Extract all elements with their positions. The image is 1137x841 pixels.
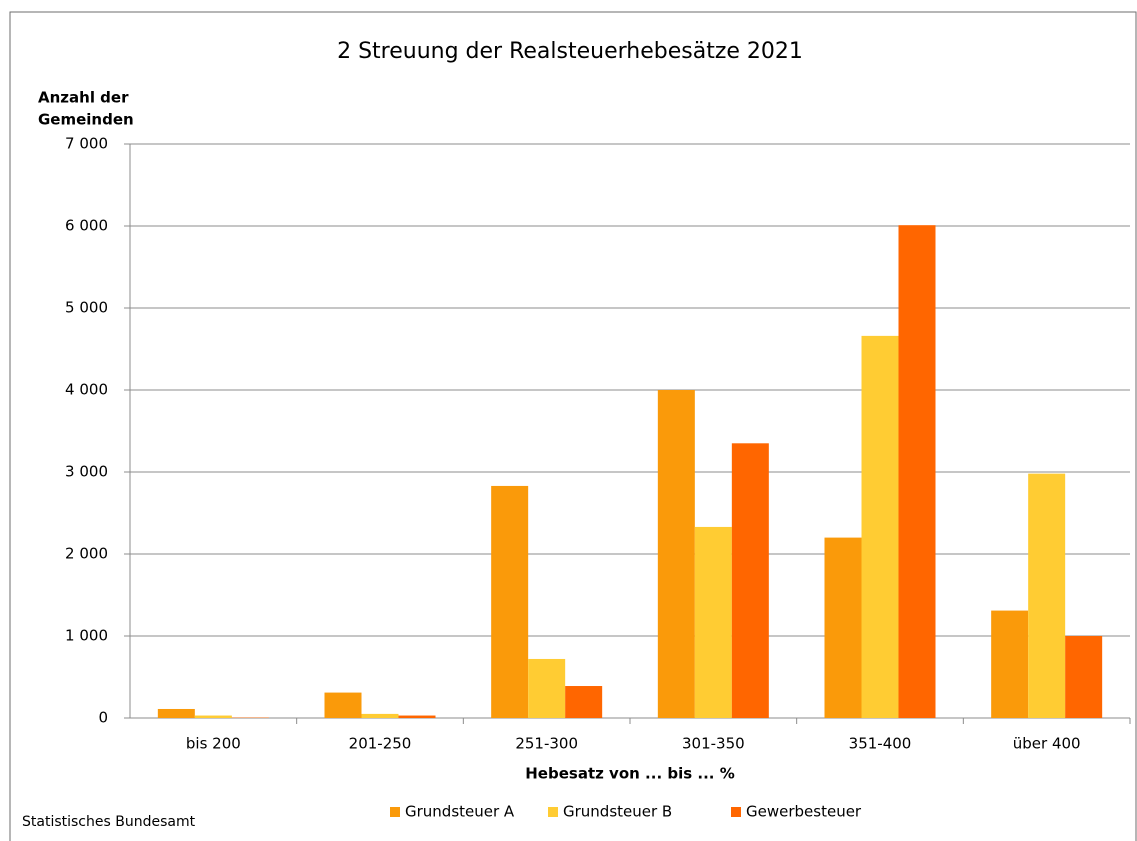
bar: [361, 713, 399, 718]
y-tick-label: 6 000: [65, 217, 108, 235]
y-tick-label: 1 000: [65, 627, 108, 645]
legend-swatch: [548, 807, 558, 817]
y-tick-label: 3 000: [65, 463, 108, 481]
bar: [194, 715, 232, 718]
x-tick-label: über 400: [1013, 735, 1081, 753]
source: Statistisches Bundesamt: [22, 814, 196, 830]
legend-label: Gewerbesteuer: [746, 803, 862, 821]
bar: [324, 692, 362, 718]
y-tick-label: 5 000: [65, 299, 108, 317]
bar: [398, 715, 436, 718]
legend-swatch: [390, 807, 400, 817]
y-tick-label: 7 000: [65, 135, 108, 153]
bar: [657, 390, 695, 718]
bar: [731, 443, 769, 718]
y-tick-label: 4 000: [65, 381, 108, 399]
legend-label: Grundsteuer A: [405, 803, 515, 821]
frame: [9, 11, 1137, 841]
x-tick-label: bis 200: [186, 735, 241, 753]
y-tick-label: 0: [98, 709, 108, 727]
bar: [991, 610, 1029, 718]
bar: [694, 526, 732, 718]
bar: [565, 686, 603, 718]
bar: [528, 658, 566, 718]
bar: [861, 335, 899, 718]
bar: [1065, 636, 1103, 718]
y-tick-label: 2 000: [65, 545, 108, 563]
x-tick-label: 251-300: [515, 735, 578, 753]
legend-label: Grundsteuer B: [563, 803, 672, 821]
bar: [157, 708, 195, 718]
bar: [824, 537, 862, 718]
legend-swatch: [731, 807, 741, 817]
y-axis-label: Anzahl der: [38, 89, 129, 107]
x-tick-label: 201-250: [349, 735, 412, 753]
bar: [491, 485, 529, 718]
x-tick-label: 301-350: [682, 735, 745, 753]
bar: [1028, 473, 1066, 718]
x-tick-label: 351-400: [849, 735, 912, 753]
x-axis-label: Hebesatz von ... bis ... %: [525, 765, 735, 783]
bar: [898, 225, 936, 718]
y-axis-label: Gemeinden: [38, 111, 134, 129]
chart-title: 2 Streuung der Realsteuerhebesätze 2021: [337, 39, 803, 64]
